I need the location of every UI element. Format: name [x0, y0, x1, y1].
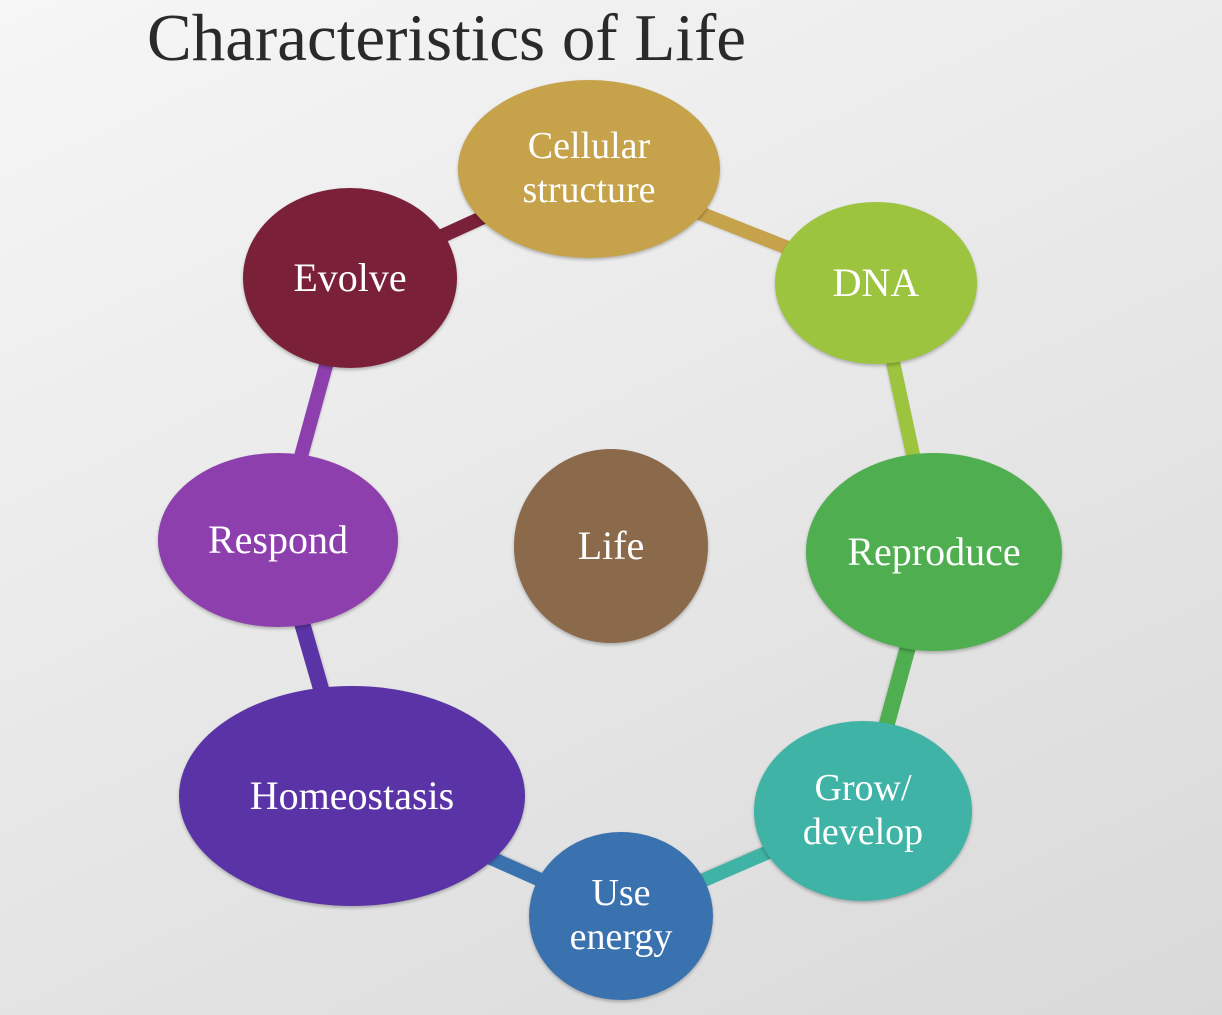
outer-node-homeo: Homeostasis	[179, 686, 525, 906]
outer-node-cellular: Cellularstructure	[458, 80, 720, 258]
outer-node-cellular-label: Cellularstructure	[517, 125, 662, 212]
outer-node-homeo-label: Homeostasis	[244, 773, 460, 819]
outer-node-evolve: Evolve	[243, 188, 457, 368]
diagram-stage: Characteristics of Life Life Cellularstru…	[0, 0, 1222, 1015]
outer-node-grow-label: Grow/develop	[797, 767, 929, 854]
center-node-life: Life	[514, 449, 708, 643]
center-node-life-label: Life	[572, 523, 651, 569]
outer-node-useenergy-label: Useenergy	[564, 872, 679, 959]
outer-node-grow: Grow/develop	[754, 721, 972, 901]
outer-node-respond: Respond	[158, 453, 398, 627]
diagram-title: Characteristics of Life	[147, 0, 746, 77]
outer-node-dna: DNA	[775, 202, 977, 364]
outer-node-reproduce-label: Reproduce	[841, 529, 1026, 575]
outer-node-reproduce: Reproduce	[806, 453, 1062, 651]
outer-node-dna-label: DNA	[827, 260, 926, 306]
outer-node-useenergy: Useenergy	[529, 832, 713, 1000]
outer-node-evolve-label: Evolve	[287, 255, 412, 301]
outer-node-respond-label: Respond	[202, 517, 354, 563]
